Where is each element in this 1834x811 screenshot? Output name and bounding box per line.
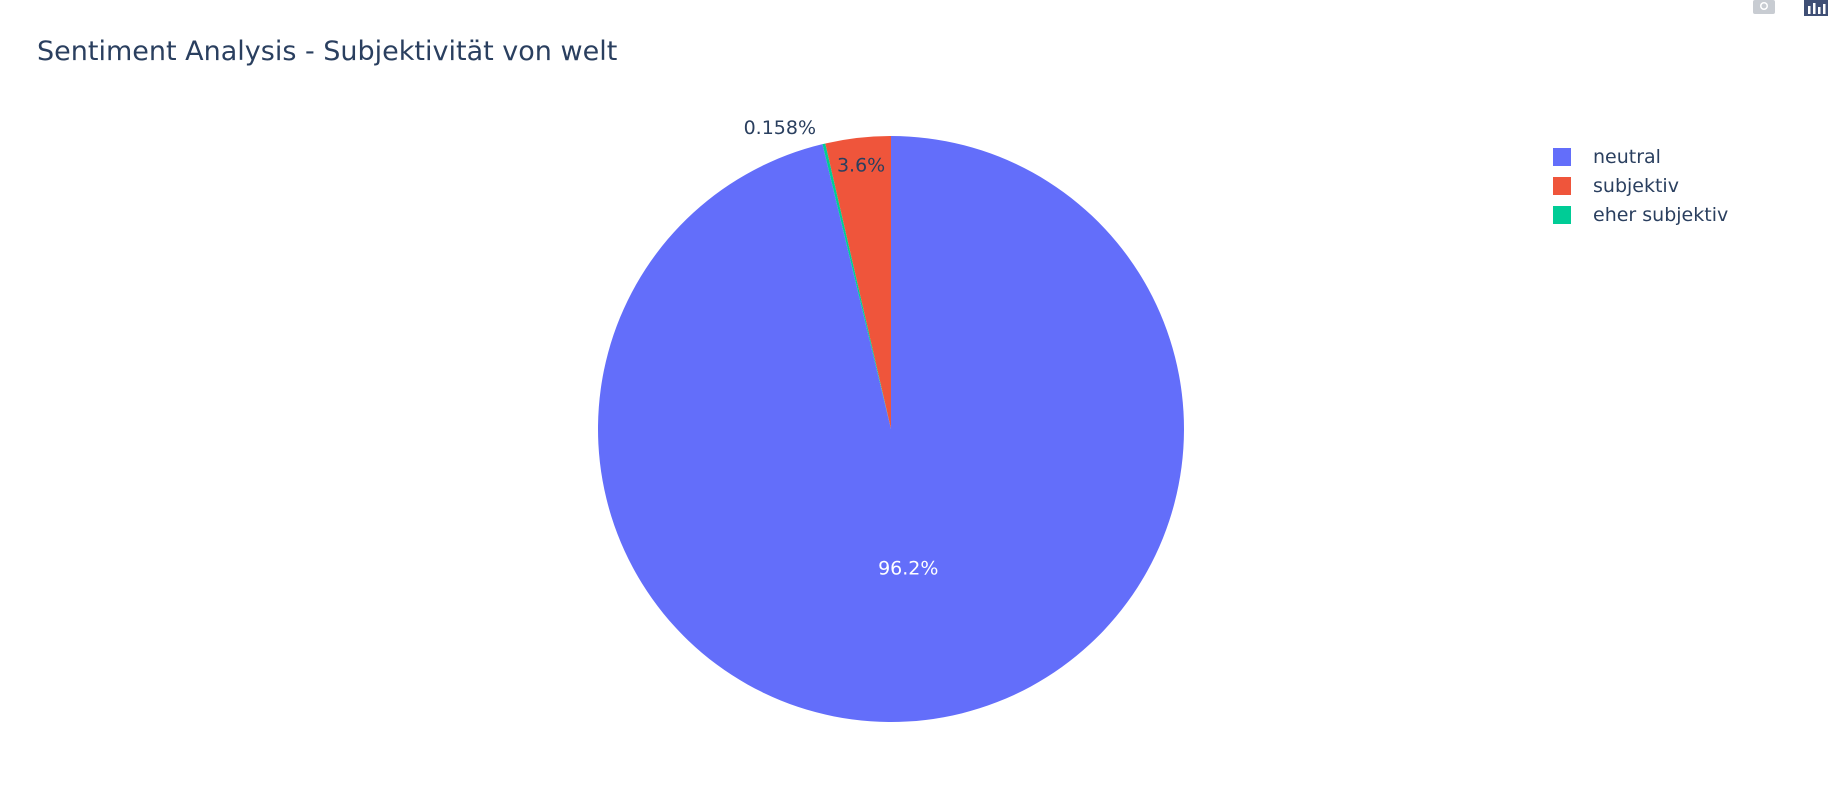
legend-label: neutral [1593, 146, 1661, 168]
legend-swatch [1553, 148, 1571, 166]
legend-label: subjektiv [1593, 175, 1679, 197]
pie-slice-eher-subjektiv[interactable] [822, 143, 891, 429]
slice-label: 0.158% [744, 117, 816, 139]
pie-slice-neutral[interactable] [598, 136, 1184, 723]
chart-title: Sentiment Analysis - Subjektivität von w… [37, 36, 618, 67]
pie-slice-subjektiv[interactable] [825, 136, 891, 429]
modebar [1744, 0, 1834, 18]
plotly-logo-icon[interactable] [1804, 0, 1828, 16]
slice-label: 3.6% [837, 155, 885, 177]
legend-label: eher subjektiv [1593, 204, 1729, 226]
camera-icon[interactable] [1752, 0, 1776, 16]
legend-swatch [1553, 206, 1571, 224]
legend-swatch [1553, 177, 1571, 195]
slice-label: 96.2% [878, 557, 938, 579]
